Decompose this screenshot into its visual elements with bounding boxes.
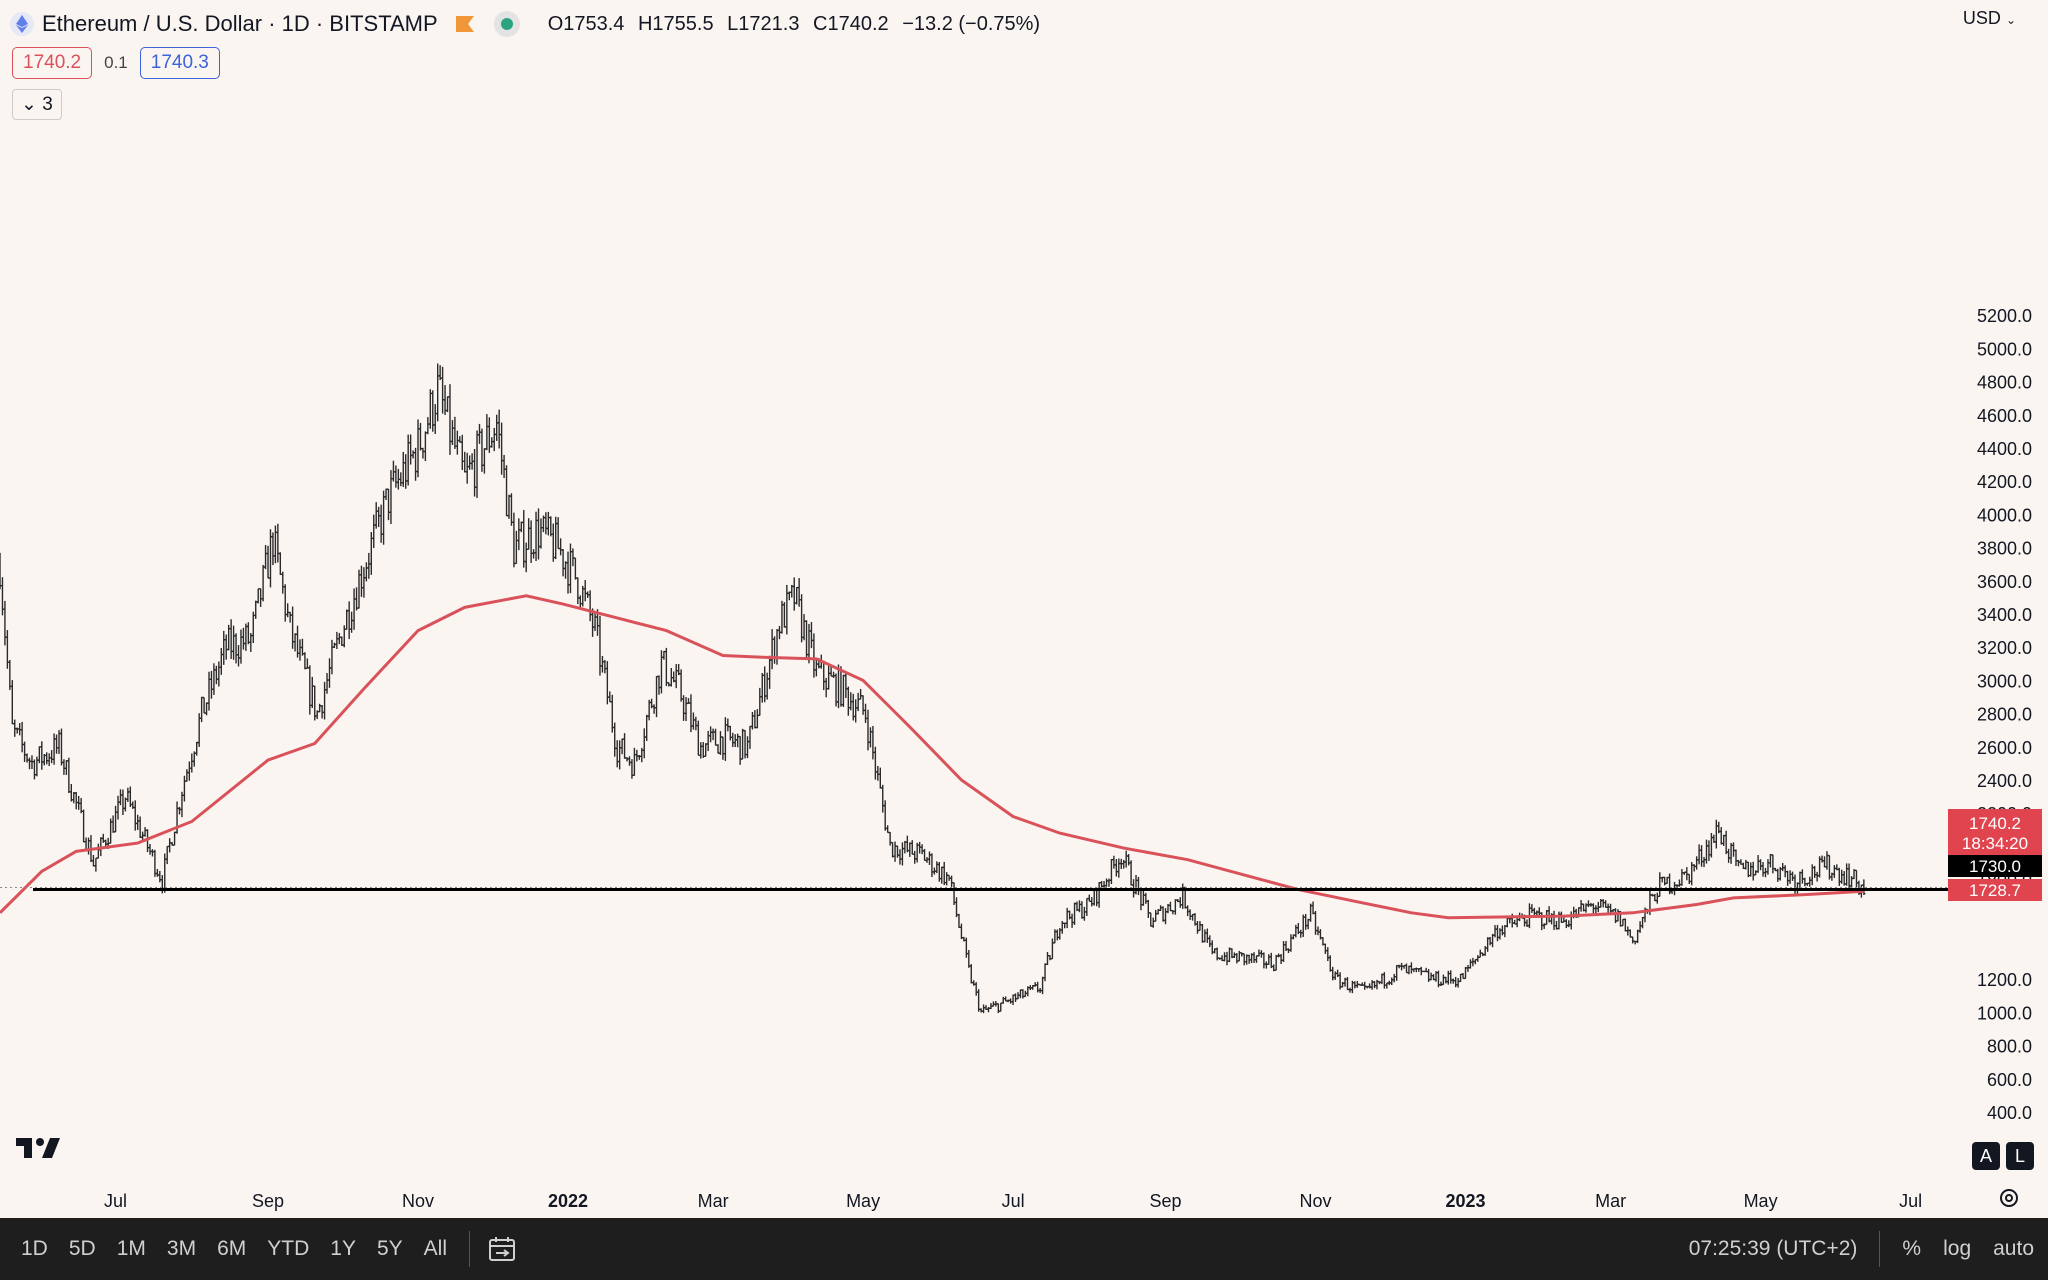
x-tick-label: 2022: [548, 1191, 588, 1211]
low-value: L1721.3: [727, 12, 800, 35]
timeframe-1y[interactable]: 1Y: [330, 1237, 356, 1260]
bottom-toolbar: 1D 5D 1M 3M 6M YTD 1Y 5Y All 07:25:39 (U…: [0, 1218, 2048, 1280]
y-tick-label: 2800.0: [1977, 705, 2032, 725]
high-value: H1755.5: [637, 12, 714, 35]
y-tick-label: 3000.0: [1977, 671, 2032, 691]
y-tick-label: 3200.0: [1977, 638, 2032, 658]
x-tick-label: Jul: [1002, 1191, 1025, 1211]
timeframe-all[interactable]: All: [423, 1237, 447, 1260]
x-tick-label: Mar: [1595, 1191, 1626, 1211]
y-tick-label: 1200.0: [1977, 970, 2032, 990]
indicators-toggle[interactable]: ⌄ 3: [12, 89, 62, 120]
timeframe-6m[interactable]: 6M: [217, 1237, 247, 1260]
y-tick-label: 4400.0: [1977, 439, 2032, 459]
price-chart[interactable]: 400.0600.0800.01000.01200.01800.02000.02…: [0, 0, 2048, 1218]
symbol-header: Ethereum / U.S. Dollar · 1D · BITSTAMP O…: [10, 10, 1048, 38]
chevron-down-icon: ⌄: [21, 94, 37, 115]
toolbar-divider: [469, 1231, 470, 1267]
y-tick-label: 400.0: [1987, 1103, 2032, 1123]
symbol-title[interactable]: Ethereum / U.S. Dollar · 1D · BITSTAMP: [42, 11, 438, 36]
line-price-value: 1730.0: [1969, 857, 2021, 876]
y-tick-label: 4600.0: [1977, 406, 2032, 426]
moving-average-line: [0, 594, 1864, 920]
y-tick-label: 1000.0: [1977, 1003, 2032, 1023]
y-tick-label: 3400.0: [1977, 605, 2032, 625]
x-tick-label: Nov: [402, 1191, 434, 1211]
timeframe-1m[interactable]: 1M: [116, 1237, 146, 1260]
y-tick-label: 600.0: [1987, 1070, 2032, 1090]
currency-label: USD: [1962, 8, 2001, 28]
y-tick-label: 4000.0: [1977, 505, 2032, 525]
line-price-label: 1730.0: [1948, 855, 2042, 877]
calendar-range-icon[interactable]: [488, 1236, 516, 1262]
last-price-label: 1740.2 18:34:20: [1948, 809, 2042, 855]
y-tick-label: 3800.0: [1977, 539, 2032, 559]
toolbar-right: 07:25:39 (UTC+2) % log auto: [1689, 1231, 2034, 1267]
y-tick-label: 5000.0: [1977, 339, 2032, 359]
ma-price-value: 1728.7: [1969, 881, 2021, 900]
change-value: −13.2 (−0.75%): [902, 12, 1041, 35]
tradingview-logo[interactable]: [16, 1136, 60, 1160]
y-tick-label: 3600.0: [1977, 572, 2032, 592]
log-scale-button[interactable]: log: [1943, 1237, 1972, 1260]
x-tick-label: Sep: [1150, 1191, 1182, 1211]
ma-price-label: 1728.7: [1948, 879, 2042, 901]
percent-scale-button[interactable]: %: [1902, 1237, 1922, 1260]
x-tick-label: Mar: [698, 1191, 729, 1211]
flag-icon[interactable]: [455, 16, 474, 32]
toolbar-divider: [1879, 1231, 1881, 1267]
trade-panel: 1740.2 0.1 1740.3: [12, 47, 220, 79]
y-tick-label: 4800.0: [1977, 373, 2032, 393]
timeframe-1d[interactable]: 1D: [21, 1237, 48, 1260]
x-tick-label: Jul: [1899, 1191, 1922, 1211]
timeframe-ytd[interactable]: YTD: [267, 1237, 310, 1260]
buy-button[interactable]: 1740.3: [139, 47, 220, 79]
x-tick-label: Nov: [1300, 1191, 1332, 1211]
lock-scale-button[interactable]: L: [2006, 1142, 2034, 1170]
settings-icon[interactable]: [1998, 1187, 2020, 1209]
y-axis: 400.0600.0800.01000.01200.01800.02000.02…: [1977, 306, 2032, 1123]
x-tick-label: 2023: [1445, 1191, 1485, 1211]
ethereum-icon: [10, 12, 34, 36]
chevron-down-icon: ⌄: [2005, 13, 2016, 27]
auto-scale-button[interactable]: A: [1972, 1142, 2000, 1170]
y-tick-label: 2400.0: [1977, 771, 2032, 791]
sell-button[interactable]: 1740.2: [12, 47, 93, 79]
clock-time[interactable]: 07:25:39 (UTC+2): [1688, 1237, 1858, 1260]
auto-scale-toggle[interactable]: auto: [1993, 1237, 2034, 1260]
last-price-value: 1740.2: [1969, 814, 2021, 833]
x-tick-label: Jul: [104, 1191, 127, 1211]
indicators-count: 3: [42, 94, 53, 115]
y-tick-label: 2600.0: [1977, 738, 2032, 758]
ohlc-values: O1753.4 H1755.5 L1721.3 C1740.2 −13.2 (−…: [548, 13, 1048, 36]
y-tick-label: 5200.0: [1977, 306, 2032, 326]
market-status-icon[interactable]: [493, 11, 520, 37]
y-tick-label: 4200.0: [1977, 472, 2032, 492]
countdown-value: 18:34:20: [1962, 834, 2028, 853]
x-tick-label: May: [846, 1191, 880, 1211]
x-tick-label: Sep: [252, 1191, 284, 1211]
timeframe-3m[interactable]: 3M: [166, 1237, 197, 1260]
timeframe-5d[interactable]: 5D: [68, 1237, 96, 1260]
currency-selector[interactable]: USD ⌄: [1963, 8, 2016, 29]
spread-value: 0.1: [104, 53, 128, 72]
timeframe-5y[interactable]: 5Y: [376, 1237, 403, 1260]
y-tick-label: 800.0: [1987, 1037, 2032, 1057]
open-value: O1753.4: [547, 12, 625, 35]
x-tick-label: May: [1744, 1191, 1778, 1211]
x-axis: Jul Sep Nov 2022 Mar May Jul Sep Nov 2023 Mar May Ju…: [104, 1191, 1922, 1211]
candles: [0, 363, 1866, 1014]
close-value: C1740.2: [813, 12, 889, 35]
